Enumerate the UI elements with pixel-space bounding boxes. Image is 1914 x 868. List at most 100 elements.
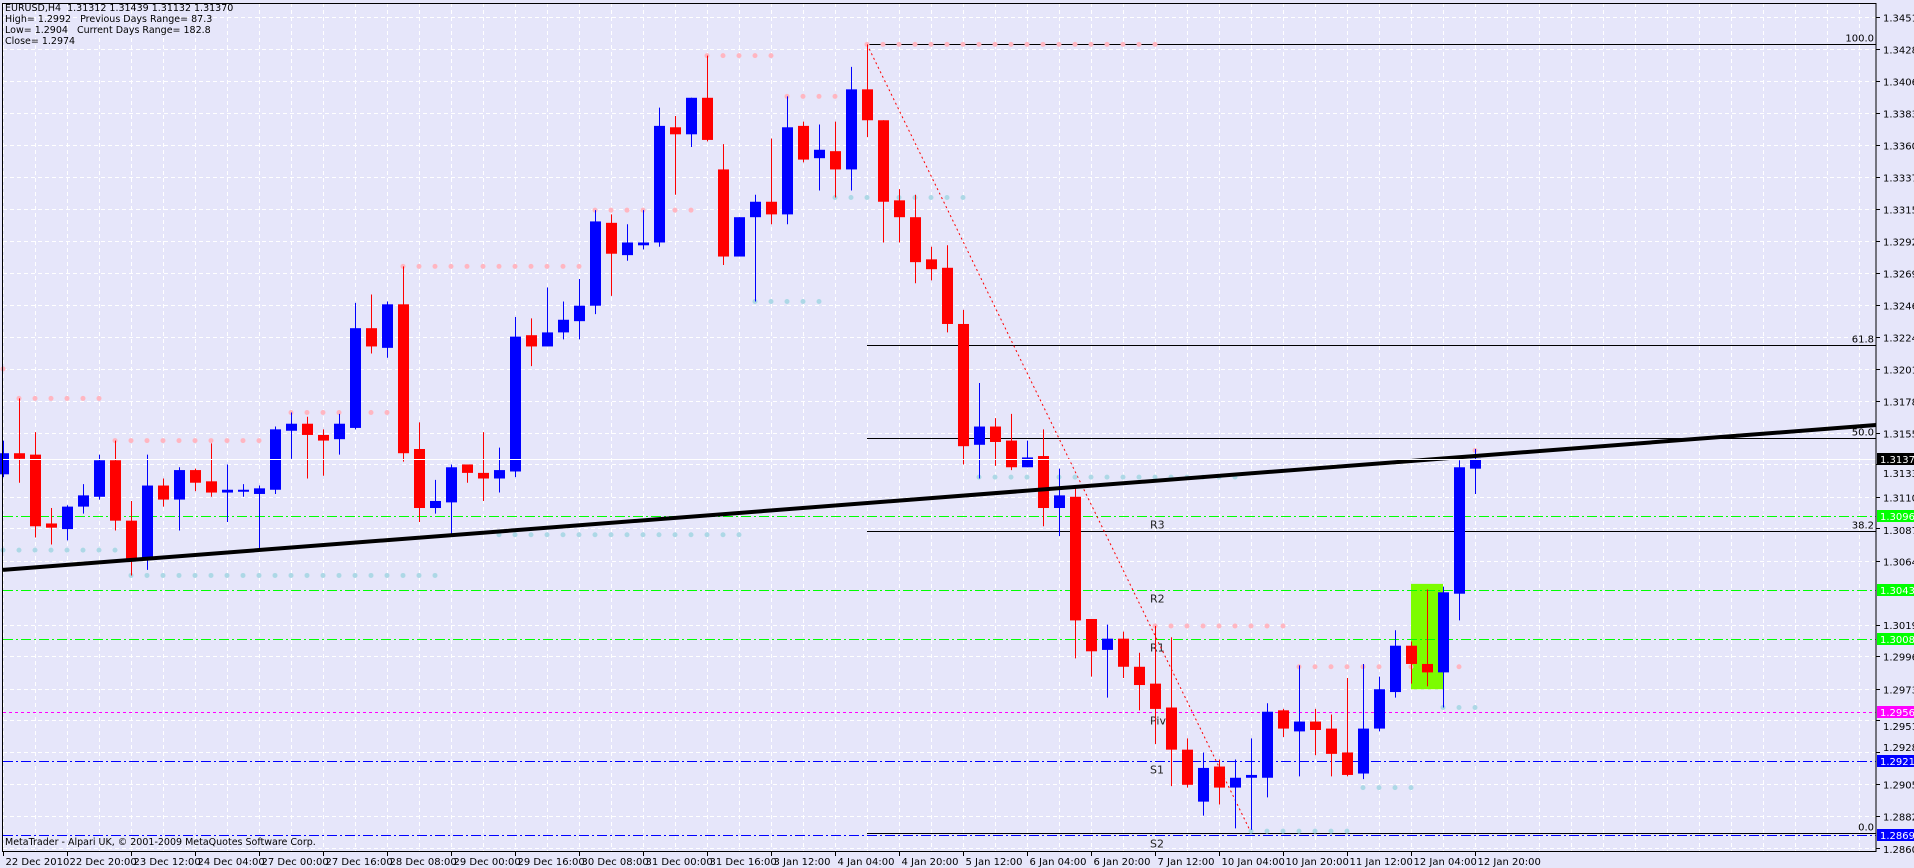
candle-body: [30, 454, 41, 527]
x-tick-label: 27 Dec 16:00: [326, 857, 393, 868]
candle-4: [62, 505, 73, 541]
support-dot: [960, 195, 966, 201]
resistance-dot: [1168, 623, 1174, 629]
candle-6: [94, 454, 105, 500]
fibonacci-retracement[interactable]: 100.0 61.8 50.0 38.2 0.0: [866, 34, 1876, 834]
overlay-lines[interactable]: [2, 423, 1877, 572]
resistance-dot: [1040, 41, 1046, 47]
y-tick-label: 1.29510: [1883, 722, 1914, 733]
resistance-dot: [1008, 41, 1014, 47]
candle-86: [1374, 676, 1385, 732]
support-dot: [544, 532, 550, 538]
y-tick-label: 1.33150: [1883, 206, 1914, 217]
candle-41: [654, 107, 665, 247]
candle-29: [462, 464, 473, 483]
candle-48: [766, 138, 777, 225]
resistance-dot: [512, 263, 518, 269]
support-dot: [688, 532, 694, 538]
candle-15: [238, 484, 249, 497]
candle-body: [750, 201, 761, 218]
resistance-dot: [1264, 623, 1270, 629]
candle-body: [1390, 645, 1401, 693]
candle-body: [1422, 663, 1433, 673]
pivot-price-tag: 1.28693: [1880, 831, 1914, 842]
candle-body: [1342, 752, 1353, 775]
candle-body: [942, 267, 953, 324]
candle-body: [494, 470, 505, 479]
pivot-price-tag-bg: [1877, 510, 1914, 522]
candle-24: [382, 301, 393, 358]
candle-78: [1246, 738, 1257, 830]
x-tick-label: 7 Jan 12:00: [1158, 857, 1215, 868]
candle-72: [1150, 626, 1161, 745]
pivot-price-tag: 1.30439: [1880, 586, 1914, 597]
candle-56: [894, 189, 905, 243]
candle-body: [894, 200, 905, 218]
pivot-label-s2: S2: [1150, 838, 1164, 851]
daily-low: Low= 1.2904: [5, 25, 68, 36]
fibo-level-label: 61.8: [1852, 335, 1874, 346]
candle-body: [350, 328, 361, 428]
candle-55: [878, 120, 889, 243]
resistance-dot: [1376, 664, 1382, 670]
candle-5: [78, 484, 89, 514]
support-dot: [816, 298, 822, 304]
chart-info-panel: EURUSD,H4 1.31312 1.31439 1.31132 1.3137…: [5, 3, 233, 47]
candle-21: [334, 413, 345, 455]
resistance-dot: [752, 53, 758, 59]
candle-body: [574, 305, 585, 322]
candle-body: [814, 149, 825, 159]
candle-body: [366, 328, 377, 347]
support-dot: [864, 195, 870, 201]
candle-body: [1230, 777, 1241, 788]
support-dot: [432, 572, 438, 578]
candle-body: [878, 120, 889, 202]
y-tick-label: 1.34285: [1883, 46, 1914, 57]
fibo-trend-line[interactable]: [866, 44, 1252, 833]
support-dot: [304, 572, 310, 578]
y-tick-label: 1.31100: [1883, 494, 1914, 505]
resistance-dot: [448, 263, 454, 269]
y-tick-label: 1.30645: [1883, 558, 1914, 569]
current-price-tag: 1.31370: [1880, 455, 1914, 466]
candle-43: [686, 97, 697, 147]
x-tick-label: 28 Dec 08:00: [390, 857, 457, 868]
y-tick-label: 1.29965: [1883, 653, 1914, 664]
candle-14: [222, 464, 233, 523]
resistance-dot: [64, 395, 70, 401]
support-dot: [1344, 828, 1350, 834]
candle-body: [1070, 496, 1081, 621]
candle-body: [622, 242, 633, 256]
pivot-price-tag: 1.30089: [1880, 635, 1914, 646]
candle-body: [590, 221, 601, 306]
resistance-dot: [1088, 41, 1094, 47]
resistance-dot: [1184, 623, 1190, 629]
support-dot: [96, 547, 102, 553]
candle-22: [350, 302, 361, 430]
candle-body: [542, 332, 553, 347]
x-tick-label: 22 Dec 20:00: [70, 857, 137, 868]
trend-line[interactable]: [2, 423, 1877, 572]
support-dot: [1408, 785, 1414, 791]
y-tick-label: 1.31330: [1883, 469, 1914, 480]
resistance-dot: [1328, 664, 1334, 670]
candle-body: [718, 169, 729, 257]
resistance-dot: [256, 438, 262, 444]
resistance-dot: [928, 41, 934, 47]
y-tick-label: 1.33605: [1883, 142, 1914, 153]
candle-body: [1310, 721, 1321, 730]
support-dot: [160, 572, 166, 578]
resistance-dot: [240, 438, 246, 444]
candle-52: [830, 121, 841, 198]
y-tick-label: 1.29280: [1883, 743, 1914, 754]
candle-74: [1182, 738, 1193, 788]
candle-51: [814, 124, 825, 191]
support-dot: [176, 572, 182, 578]
candle-17: [270, 426, 281, 494]
resistance-dot: [176, 438, 182, 444]
resistance-dot: [1200, 623, 1206, 629]
resistance-dot: [496, 263, 502, 269]
candle-37: [590, 210, 601, 315]
resistance-dot: [1248, 623, 1254, 629]
